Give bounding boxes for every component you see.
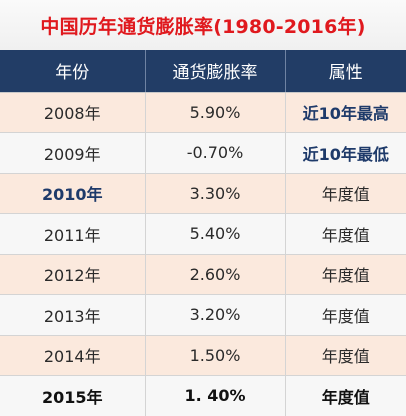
cell-year: 2011年 xyxy=(0,213,146,255)
cell-year: 2015年 xyxy=(0,375,146,416)
cell-attr: 年度值 xyxy=(285,173,406,214)
cell-rate: 3.20% xyxy=(145,294,286,336)
cell-attr: 年度值 xyxy=(285,335,406,376)
header-rate: 通货膨胀率 xyxy=(145,50,286,93)
cell-attr: 年度值 xyxy=(285,375,406,416)
table-row: 2010年 3.30% 年度值 xyxy=(0,173,406,214)
table-row: 2014年 1.50% 年度值 xyxy=(0,335,406,376)
inflation-table: 年份 通货膨胀率 属性 2008年 5.90% 近10年最高 2009年 -0.… xyxy=(0,50,406,416)
cell-rate: 1. 40% xyxy=(145,375,286,416)
title-bar: 中国历年通货膨胀率(1980-2016年) xyxy=(0,0,406,51)
cell-rate: 5.40% xyxy=(145,213,286,255)
cell-rate: 3.30% xyxy=(145,173,286,214)
cell-rate: 2.60% xyxy=(145,254,286,295)
header-attr: 属性 xyxy=(285,50,406,93)
cell-attr: 近10年最低 xyxy=(285,132,406,174)
cell-attr: 年度值 xyxy=(285,294,406,336)
cell-year: 2014年 xyxy=(0,335,146,376)
table-row: 2008年 5.90% 近10年最高 xyxy=(0,92,406,133)
page-title: 中国历年通货膨胀率(1980-2016年) xyxy=(40,15,366,38)
header-year: 年份 xyxy=(0,50,146,93)
cell-rate: 1.50% xyxy=(145,335,286,376)
cell-year: 2008年 xyxy=(0,92,146,133)
table-row: 2012年 2.60% 年度值 xyxy=(0,254,406,295)
cell-year: 2009年 xyxy=(0,132,146,174)
table-row: 2009年 -0.70% 近10年最低 xyxy=(0,132,406,174)
table-row: 2011年 5.40% 年度值 xyxy=(0,213,406,255)
table-row: 2013年 3.20% 年度值 xyxy=(0,294,406,336)
cell-attr: 年度值 xyxy=(285,213,406,255)
table-row: 2015年 1. 40% 年度值 xyxy=(0,375,406,416)
cell-rate: 5.90% xyxy=(145,92,286,133)
cell-year: 2012年 xyxy=(0,254,146,295)
cell-year: 2013年 xyxy=(0,294,146,336)
cell-attr: 近10年最高 xyxy=(285,92,406,133)
cell-year: 2010年 xyxy=(0,173,146,214)
cell-attr: 年度值 xyxy=(285,254,406,295)
cell-rate: -0.70% xyxy=(145,132,286,174)
table-header-row: 年份 通货膨胀率 属性 xyxy=(0,50,406,93)
